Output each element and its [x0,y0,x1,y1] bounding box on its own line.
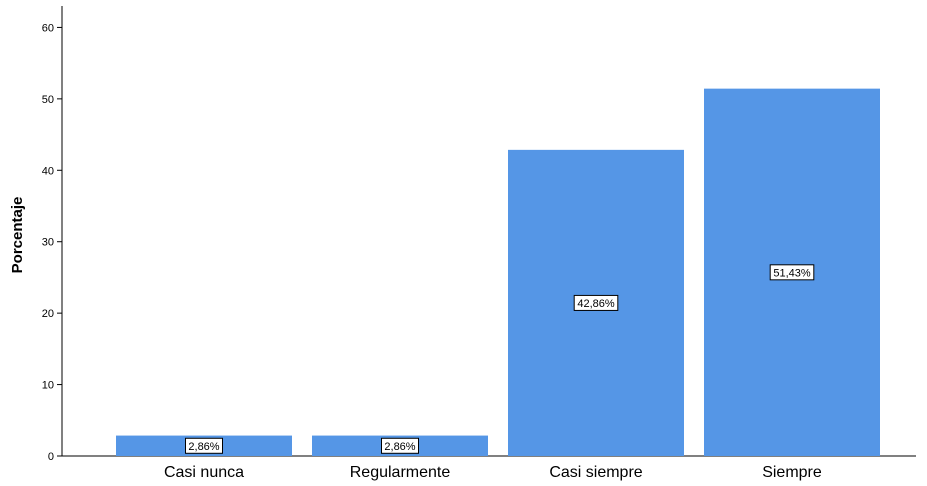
data-label-box [185,437,223,454]
x-category-label: Regularmente [350,464,451,481]
data-label-box [381,437,419,454]
category-labels: Casi nunca Regularmente Casi siempre Siempr… [164,464,822,481]
y-axis-ticks: 0 10 20 30 40 50 60 [42,22,62,463]
data-label: 2,86% [188,441,219,453]
y-tick-label: 60 [42,22,54,34]
data-label-box [573,294,619,311]
y-axis-title: Porcentaje [9,197,26,274]
x-category-label: Siempre [762,464,822,481]
y-tick-label: 40 [42,165,54,177]
data-label: 51,43% [773,267,811,279]
data-label-box [769,264,815,281]
bars: 2,86% 2,86% 42,86% 51,43% [116,88,880,457]
x-category-label: Casi siempre [549,464,642,481]
y-tick-label: 0 [48,451,54,463]
y-tick-label: 50 [42,94,54,106]
y-tick-label: 20 [42,308,54,320]
y-tick-label: 10 [42,380,54,392]
x-category-label: Casi nunca [164,464,244,481]
data-label: 2,86% [384,441,415,453]
y-tick-label: 30 [42,237,54,249]
data-label: 42,86% [577,298,615,310]
